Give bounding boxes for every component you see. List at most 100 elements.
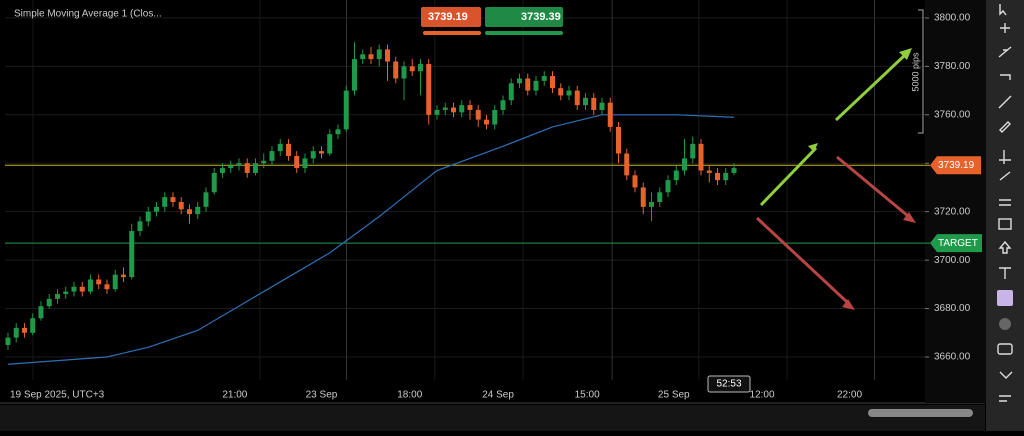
y-tick-label: 3780.00 [934,61,971,72]
candle-body [723,172,729,181]
x-tick-label: 21:00 [222,390,247,401]
candle-body [607,102,613,127]
x-tick-label: 22:00 [837,390,862,401]
y-tick-label: 3660.00 [934,352,971,363]
arrow-up [834,53,907,122]
arrow-up [759,146,818,207]
candle-body [533,80,539,91]
candle-body [574,90,580,106]
candle-body [261,160,267,164]
candle-body [137,221,143,232]
timer: 52:53 [716,379,741,390]
candle-body [500,100,506,110]
candle-body [450,107,456,113]
axis-panel [925,0,986,403]
candle-body [129,231,135,278]
tool-icons[interactable] [997,4,1013,402]
candle-body [426,63,432,115]
candle-body [615,126,621,154]
candle-body [648,201,654,207]
price-tag [930,156,981,175]
candle-body [360,54,366,60]
candle-body [690,143,696,159]
arrow-down [755,216,849,304]
candle-body [368,54,374,60]
target-tag [930,234,982,253]
candle-body [640,187,646,207]
x-tick-label: 19 Sep 2025, UTC+3 [10,390,105,401]
candle-body [591,97,597,110]
candle-body [120,274,126,278]
candle-body [467,105,473,110]
candle-body [409,66,415,72]
candle-body [285,143,291,156]
x-tick-label: 24 Sep [482,390,514,401]
candle-body [459,105,465,113]
x-tick-label: 18:00 [397,390,422,401]
price-tag-label: 3739.19 [938,160,975,171]
arrow-head [899,48,912,60]
timer-box [707,375,751,393]
candle-body [54,294,60,299]
arrow-head [808,143,818,152]
candle-body [384,49,390,62]
candle-body [706,170,712,173]
candle-body [335,129,341,135]
candle-body [624,153,630,176]
candle-body [376,49,382,60]
candle-body [63,291,69,295]
candle-body [393,61,399,79]
arrow-head [842,299,855,310]
pips-label: 5000 pips [910,52,920,92]
candle-body [178,201,184,210]
candle-body [228,165,234,169]
candle-body [219,168,225,173]
candle-body [698,143,704,171]
candle-body [525,78,531,91]
candle-body [417,63,423,72]
candle-body [170,197,176,202]
candle-body [483,119,489,125]
candle-body [434,109,440,115]
candle-body [665,180,671,193]
candle-body [244,163,250,173]
candle-body [162,197,168,207]
y-tick-label: 3700.00 [934,255,971,266]
x-tick-label: 15:00 [575,390,600,401]
candle-body [657,192,663,202]
x-tick-label: 23 Sep [306,390,338,401]
candle-body [492,109,498,125]
target-label: TARGET [938,238,978,249]
candle-body [252,163,258,173]
candle-body [566,90,572,96]
buy-button[interactable]: 3739.39 [485,7,563,35]
pips-bracket [918,9,924,134]
candle-body [30,318,36,333]
candle-body [541,76,547,81]
candle-body [71,286,77,292]
candle-body [203,192,209,207]
y-tick-label: 3680.00 [934,303,971,314]
candle-body [632,175,638,188]
candle-body [13,327,19,338]
candle-body [294,155,300,169]
x-tick-label: 25 Sep [658,390,690,401]
candle-body [104,284,110,290]
indicator-title: Simple Moving Average 1 (Clos... [14,9,162,20]
candle-body [211,172,217,193]
toolbar [986,0,1024,431]
buy-price: 3739.39 [521,11,561,23]
candle-body [302,158,308,169]
scrollbar-thumb[interactable] [868,409,973,417]
y-tick-label: 3720.00 [934,206,971,217]
candle-body [351,59,357,91]
candle-body [582,97,588,106]
candle-body [715,172,721,181]
candle-body [327,134,333,154]
arrow-down [836,155,909,218]
sell-button[interactable]: 3739.19 [421,7,481,35]
x-tick-label: 12:00 [750,390,775,401]
candle-body [673,170,679,181]
candle-body [558,88,564,96]
